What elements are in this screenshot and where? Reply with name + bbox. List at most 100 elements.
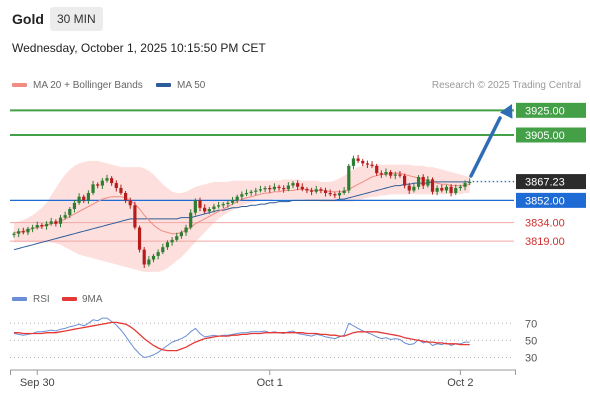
candle-body	[356, 158, 360, 161]
candle-body	[86, 192, 90, 201]
candle-body	[217, 205, 221, 207]
candle-body	[203, 207, 207, 212]
candle-body	[430, 179, 435, 192]
candle-body	[49, 221, 53, 224]
candle-body	[170, 239, 174, 243]
candle-body	[314, 189, 318, 192]
instrument-title: Gold	[12, 11, 44, 27]
candle-body	[82, 196, 86, 201]
candle-body	[26, 228, 30, 233]
legend-label-ma50: MA 50	[177, 80, 206, 91]
forecast-arrow-head	[499, 104, 513, 119]
level-label: 3905.00	[525, 130, 565, 142]
ma20-swatch	[12, 83, 27, 88]
candle-body	[72, 202, 77, 209]
candle-body	[454, 188, 458, 193]
candle-body	[291, 183, 295, 186]
candle-body	[323, 190, 328, 193]
rsi-tick-label: 30	[525, 352, 537, 364]
rsi-line	[13, 317, 470, 359]
candle-body	[151, 255, 156, 260]
candle-body	[147, 259, 151, 265]
rsi-tick-label: 50	[525, 335, 537, 347]
key-levels	[10, 109, 514, 242]
candle-body	[300, 186, 304, 190]
candle-body	[124, 192, 128, 201]
candle-body	[137, 227, 142, 250]
candle-body	[12, 233, 16, 235]
candle-body	[114, 183, 118, 189]
candle-body	[370, 164, 374, 166]
bollinger-band-fill	[14, 160, 470, 272]
time-tick-label: Oct 1	[257, 377, 283, 389]
candle-body	[277, 186, 281, 189]
candle-body	[365, 163, 369, 165]
candle-body	[263, 188, 267, 190]
candle-body	[63, 215, 67, 218]
candle-body	[54, 221, 58, 224]
ma50-line	[13, 181, 470, 251]
candle-body	[212, 206, 216, 209]
candle-body	[416, 176, 421, 187]
candle-body	[463, 183, 467, 187]
ma50-swatch	[156, 83, 171, 88]
candle-body	[458, 186, 462, 189]
candle-body	[389, 172, 393, 176]
candle-body	[449, 186, 453, 193]
candle-body	[412, 186, 416, 191]
candle-body	[361, 160, 365, 164]
time-axis: Sep 30 Oct 1 Oct 2	[10, 369, 516, 389]
candle-body	[426, 179, 430, 186]
candle-body	[398, 174, 402, 176]
legend-item-ma50: MA 50	[156, 80, 205, 91]
level-label: 3819.00	[525, 236, 565, 248]
candle-body	[165, 242, 170, 248]
candle-body	[179, 232, 183, 237]
candle-body	[198, 200, 202, 208]
candle-body	[347, 165, 351, 191]
level-labels: 3925.00 3905.00 3852.00 3834.00 3819.00 3867.…	[469, 102, 586, 248]
forecast-arrow-shaft	[469, 116, 502, 178]
candle-body	[156, 252, 160, 256]
candle-body	[258, 189, 263, 191]
candle-body	[17, 231, 21, 234]
candle-body	[133, 205, 137, 228]
candle-body	[468, 181, 472, 184]
candle-body	[128, 200, 132, 206]
candle-body	[235, 196, 239, 201]
candle-body	[240, 194, 244, 197]
candle-body	[440, 188, 444, 191]
candle-body	[221, 204, 225, 206]
candle-body	[44, 223, 49, 227]
candle-body	[77, 196, 81, 203]
candle-body	[393, 174, 397, 176]
candle-body	[375, 165, 379, 174]
candle-body	[384, 172, 388, 175]
candle-body	[421, 176, 425, 186]
candles	[12, 154, 472, 268]
ma9-line	[14, 321, 470, 352]
level-label: 3834.00	[525, 218, 565, 230]
candle-body	[333, 194, 337, 196]
candle-body	[119, 188, 123, 193]
current-price-box	[516, 174, 586, 190]
chart-timestamp: Wednesday, October 1, 2025 10:15:50 PM C…	[12, 41, 266, 55]
level-label: 3852.00	[525, 195, 565, 207]
candle-body	[328, 192, 332, 195]
candle-body	[379, 173, 383, 175]
candle-body	[319, 189, 323, 191]
candle-body	[310, 190, 314, 192]
candle-body	[110, 178, 114, 184]
ma9-legend-swatch	[62, 297, 77, 301]
candle-body	[96, 184, 100, 186]
candle-body	[444, 186, 449, 191]
candle-body	[40, 225, 44, 227]
candle-body	[305, 189, 309, 191]
timeframe-badge[interactable]: 30 MIN	[50, 7, 103, 31]
level-label-box	[516, 127, 586, 143]
candle-body	[91, 184, 95, 193]
rsi-legend-label: RSI	[33, 294, 50, 305]
level-label-box	[516, 102, 586, 118]
rsi-tick-label: 70	[525, 318, 537, 330]
